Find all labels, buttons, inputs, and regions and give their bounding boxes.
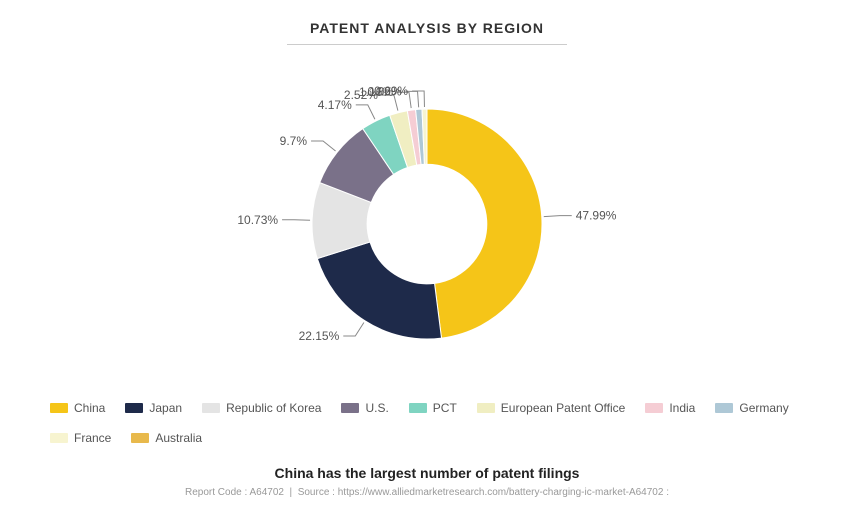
slice-label: 10.73% — [237, 213, 278, 227]
legend-swatch — [341, 403, 359, 413]
slice-label: 0.69% — [374, 84, 408, 98]
legend-item-germany: Germany — [715, 401, 788, 415]
leader-line — [356, 105, 375, 119]
leader-line — [343, 323, 364, 336]
legend-swatch — [645, 403, 663, 413]
report-code: A64702 — [250, 487, 284, 498]
legend-swatch — [50, 433, 68, 443]
chart-title: PATENT ANALYSIS BY REGION — [287, 20, 567, 45]
legend-item-japan: Japan — [125, 401, 182, 415]
donut-chart: 47.99%22.15%10.73%9.7%4.17%2.52%1.16%0.8… — [217, 64, 637, 384]
source-label: Source : — [298, 487, 335, 498]
legend-label: India — [669, 401, 695, 415]
slice-label: 9.7% — [280, 134, 308, 148]
legend-swatch — [50, 403, 68, 413]
legend-item-india: India — [645, 401, 695, 415]
legend-swatch — [125, 403, 143, 413]
leader-line — [282, 220, 310, 221]
legend-label: France — [74, 431, 111, 445]
slice-label: 22.15% — [299, 329, 340, 343]
chart-container: PATENT ANALYSIS BY REGION 47.99% 22.15% 10… — [0, 0, 854, 518]
legend-swatch — [202, 403, 220, 413]
legend-item-u-s-: U.S. — [341, 401, 388, 415]
source-url: https://www.alliedmarketresearch.com/bat… — [338, 487, 669, 498]
legend-label: U.S. — [365, 401, 388, 415]
legend-item-australia: Australia — [131, 431, 202, 445]
legend-item-republic-of-korea: Republic of Korea — [202, 401, 321, 415]
chart-caption: China has the largest number of patent f… — [30, 465, 824, 481]
leader-line — [311, 141, 336, 151]
legend-item-pct: PCT — [409, 401, 457, 415]
legend-label: China — [74, 401, 105, 415]
legend-label: European Patent Office — [501, 401, 626, 415]
chart-area: 47.99%22.15%10.73%9.7%4.17%2.52%1.16%0.8… — [30, 55, 824, 393]
slice-label: 47.99% — [576, 209, 617, 223]
chart-footer: Report Code : A64702 | Source : https://… — [30, 487, 824, 498]
report-code-label: Report Code : — [185, 487, 247, 498]
legend-swatch — [477, 403, 495, 413]
legend-item-france: France — [50, 431, 111, 445]
legend-label: Australia — [155, 431, 202, 445]
legend-swatch — [715, 403, 733, 413]
legend-item-european-patent-office: European Patent Office — [477, 401, 626, 415]
legend-label: Republic of Korea — [226, 401, 321, 415]
legend-item-china: China — [50, 401, 105, 415]
slice-japan — [317, 242, 441, 339]
leader-line — [544, 216, 572, 217]
legend-swatch — [409, 403, 427, 413]
legend: China Japan Republic of Korea U.S. PCT Europe… — [30, 393, 824, 453]
legend-label: PCT — [433, 401, 457, 415]
legend-swatch — [131, 433, 149, 443]
legend-label: Germany — [739, 401, 788, 415]
slice-china — [427, 109, 542, 338]
legend-label: Japan — [149, 401, 182, 415]
